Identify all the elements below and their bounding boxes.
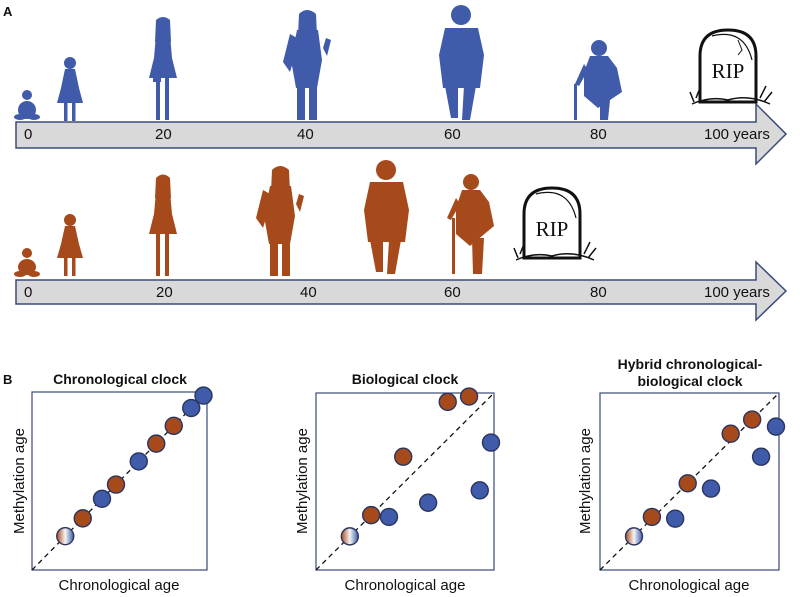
chart-3-ylabel: Methylation age (577, 428, 594, 534)
data-point-blue (665, 509, 685, 528)
chronological-clock-chart: Chronological clock Chronological age Me… (11, 371, 213, 594)
chart-3-xlabel: Chronological age (629, 577, 750, 594)
gravestone-a-icon: RIP (689, 28, 773, 105)
toddler-figure-icon (57, 214, 83, 276)
data-point-blue (379, 507, 399, 527)
panel-label-a: A (3, 4, 13, 19)
timeline-b-tick-40: 40 (300, 284, 317, 301)
data-point-blue (481, 433, 501, 452)
chart-3-title-line-1: Hybrid chronological- (618, 356, 763, 372)
gravestone-b-icon: RIP (513, 186, 597, 261)
timeline-b-tick-0: 0 (24, 284, 32, 301)
chart-3-points (599, 392, 786, 571)
data-point-brown (73, 509, 92, 528)
data-point-blue (194, 386, 213, 405)
data-point-start (340, 527, 360, 546)
hybrid-clock-chart: Hybrid chronological- biological clock C… (577, 356, 786, 594)
chart-2-ylabel: Methylation age (294, 428, 311, 534)
timeline-b: 0 20 40 60 80 100 years (14, 160, 788, 322)
baby-figure-icon (14, 90, 40, 120)
adult-woman-figure-icon (283, 10, 331, 120)
gravestone-b-text: RIP (536, 217, 569, 241)
timeline-a-tick-20: 20 (155, 126, 172, 143)
data-point-brown (361, 505, 381, 525)
biological-clock-chart: Biological clock Chronological age Methy… (294, 371, 501, 594)
data-point-start (624, 527, 644, 546)
timeline-a-tick-0: 0 (24, 126, 32, 143)
data-point-brown (459, 387, 479, 406)
teen-figure-icon (149, 17, 177, 120)
data-point-brown (742, 410, 762, 429)
reference-diagonal-line (315, 392, 495, 571)
chart-1-ylabel: Methylation age (11, 428, 28, 534)
data-point-blue (470, 481, 489, 500)
timeline-b-tick-80: 80 (590, 284, 607, 301)
adult-woman-figure-icon (256, 166, 304, 276)
data-point-brown (438, 392, 457, 412)
timeline-b-arrow (15, 260, 788, 322)
timeline-b-tick-100: 100 years (704, 284, 770, 301)
timeline-a-ticks: 0 20 40 60 80 100 years (24, 126, 770, 143)
chart-2-points (315, 387, 501, 571)
toddler-figure-icon (57, 57, 83, 121)
chart-1-title: Chronological clock (53, 371, 187, 387)
data-point-brown (164, 416, 183, 436)
chart-2-xlabel: Chronological age (345, 577, 466, 594)
middle-aged-woman-figure-icon (439, 5, 484, 120)
data-point-brown (394, 447, 413, 466)
timeline-b-tick-60: 60 (444, 284, 461, 301)
chart-2-title: Biological clock (352, 371, 459, 387)
data-point-blue (182, 398, 201, 418)
data-point-brown (106, 475, 126, 494)
data-point-blue (92, 489, 112, 508)
timeline-a-arrow (15, 102, 788, 166)
data-point-start (56, 526, 75, 546)
elderly-woman-with-cane-figure-icon (574, 40, 622, 120)
data-point-blue (701, 479, 721, 498)
timeline-a-tick-40: 40 (297, 126, 314, 143)
data-point-brown (678, 474, 697, 493)
chart-1-xlabel: Chronological age (59, 577, 180, 594)
timeline-b-ticks: 0 20 40 60 80 100 years (24, 284, 770, 301)
panel-label-b: B (3, 372, 12, 387)
data-point-blue (129, 452, 148, 471)
data-point-blue (418, 493, 438, 512)
clock-charts: Chronological clock Chronological age Me… (11, 356, 786, 594)
data-point-blue (751, 447, 771, 466)
data-point-blue (766, 417, 786, 436)
gravestone-a-text: RIP (712, 59, 745, 83)
chart-3-title-line-2: biological clock (637, 373, 742, 389)
chart-1-points (31, 386, 213, 571)
baby-figure-icon (14, 248, 40, 277)
elderly-woman-with-cane-figure-icon (447, 174, 494, 274)
timeline-a: 0 20 40 60 80 100 years (14, 5, 788, 166)
timeline-a-tick-100: 100 years (704, 126, 770, 143)
data-point-brown (721, 424, 740, 443)
timeline-a-tick-80: 80 (590, 126, 607, 143)
timeline-a-tick-60: 60 (444, 126, 461, 143)
timeline-b-tick-20: 20 (156, 284, 173, 301)
teen-figure-icon (149, 174, 177, 276)
data-point-brown (147, 434, 166, 453)
data-point-brown (642, 507, 662, 527)
middle-aged-woman-figure-icon (364, 160, 409, 274)
